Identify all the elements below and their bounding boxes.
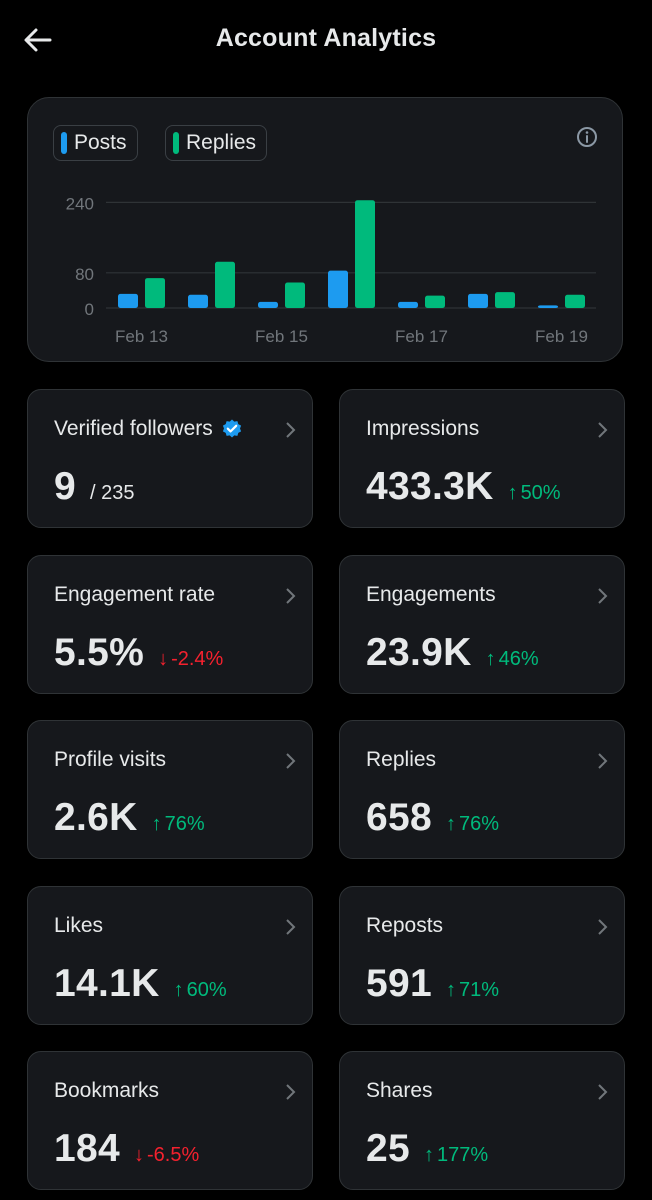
metric-card-profile-visits[interactable]: Profile visits 2.6K ↑ 76% [27, 720, 313, 859]
bar-replies-feb-15[interactable] [285, 282, 305, 308]
metric-card-bookmarks[interactable]: Bookmarks 184 ↓ -6.5% [27, 1051, 313, 1190]
metric-label: Profile visits [54, 748, 167, 771]
metric-value-row: 9 / 235 [54, 465, 134, 509]
metric-card-verified-followers[interactable]: Verified followers 9 / 235 [27, 389, 313, 528]
metric-label: Engagement rate [54, 583, 216, 606]
x-tick-label: Feb 17 [395, 327, 448, 346]
info-icon [577, 127, 597, 147]
top-bar: Account Analytics [0, 0, 652, 82]
chevron-right-icon [598, 753, 608, 769]
posts-swatch [61, 132, 67, 154]
bar-replies-feb-13[interactable] [145, 278, 165, 308]
metric-value: 184 [54, 1127, 120, 1170]
metric-total: / 235 [90, 482, 135, 504]
chevron-right-icon [286, 919, 296, 935]
metric-value: 658 [366, 796, 432, 839]
chevron-right-icon [286, 588, 296, 604]
chevron-right-icon [598, 1084, 608, 1100]
metric-change: ↑ 76% [445, 813, 500, 835]
bar-posts-feb-18[interactable] [468, 293, 488, 308]
metric-label: Engagements [366, 583, 496, 606]
metric-change: ↓ -2.4% [158, 648, 224, 670]
bar-replies-feb-17[interactable] [425, 295, 445, 308]
metric-value: 5.5% [54, 631, 145, 674]
metric-change: ↑ 50% [507, 482, 561, 504]
arrow-left-icon [24, 28, 52, 52]
bar-chart: 0 80 240 Feb 13 Feb 15 Feb 17 Feb 19 [66, 194, 596, 346]
bar-posts-feb-16[interactable] [328, 270, 348, 308]
legend-posts-toggle[interactable]: Posts [53, 125, 138, 161]
metric-change: ↓ -6.5% [133, 1144, 200, 1166]
metric-label: Shares [366, 1079, 433, 1102]
back-button[interactable] [22, 24, 54, 56]
chevron-right-icon [598, 588, 608, 604]
metric-change: ↑ 71% [445, 979, 500, 1001]
bar-posts-feb-17[interactable] [398, 301, 418, 308]
arrow-up-icon: ↑ [445, 813, 456, 835]
metric-value: 25 [366, 1127, 410, 1170]
arrow-up-icon: ↑ [173, 979, 184, 1001]
verified-badge-icon [222, 419, 241, 438]
metric-value: 2.6K [54, 796, 138, 839]
metric-label: Verified followers [54, 417, 213, 440]
metric-card-replies[interactable]: Replies 658 ↑ 76% [339, 720, 625, 859]
bar-replies-feb-19[interactable] [565, 294, 585, 308]
chevron-right-icon [286, 753, 296, 769]
metric-label-row: Verified followers [54, 417, 243, 441]
arrow-up-icon: ↑ [423, 1144, 434, 1166]
arrow-down-icon: ↓ [158, 648, 169, 670]
metric-value: 433.3K [366, 465, 494, 508]
arrow-up-icon: ↑ [507, 482, 518, 504]
metric-change: ↑ 60% [173, 979, 227, 1001]
x-tick-label: Feb 19 [535, 327, 588, 346]
bar-posts-feb-13[interactable] [118, 293, 138, 308]
arrow-up-icon: ↑ [151, 813, 162, 835]
chevron-right-icon [286, 1084, 296, 1100]
metric-label: Bookmarks [54, 1079, 160, 1102]
metric-card-reposts[interactable]: Reposts 591 ↑ 71% [339, 886, 625, 1025]
metric-card-impressions[interactable]: Impressions 433.3K ↑ 50% [339, 389, 625, 528]
metric-card-likes[interactable]: Likes 14.1K ↑ 60% [27, 886, 313, 1025]
metric-label: Reposts [366, 914, 444, 937]
metric-label: Likes [54, 914, 104, 937]
metric-card-engagements[interactable]: Engagements 23.9K ↑ 46% [339, 555, 625, 694]
chevron-right-icon [598, 422, 608, 438]
metric-label: Replies [366, 748, 437, 771]
page-title: Account Analytics [215, 24, 437, 52]
metric-value: 9 [54, 465, 76, 508]
x-tick-label: Feb 13 [115, 327, 168, 346]
chevron-right-icon [286, 422, 296, 438]
arrow-up-icon: ↑ [445, 979, 456, 1001]
metric-card-shares[interactable]: Shares 25 ↑ 177% [339, 1051, 625, 1190]
bar-replies-feb-18[interactable] [495, 292, 515, 308]
bar-posts-feb-19[interactable] [538, 305, 558, 308]
metric-value: 23.9K [366, 631, 472, 674]
legend-replies-label: Replies [186, 131, 257, 154]
bar-replies-feb-14[interactable] [215, 261, 235, 308]
x-tick-label: Feb 15 [255, 327, 308, 346]
metric-change: ↑ 177% [423, 1144, 489, 1166]
metric-card-engagement-rate[interactable]: Engagement rate 5.5% ↓ -2.4% [27, 555, 313, 694]
metric-change: ↑ 46% [485, 648, 539, 670]
y-tick-label: 0 [85, 300, 94, 319]
metric-value: 14.1K [54, 962, 160, 1005]
legend-posts-label: Posts [74, 131, 127, 154]
chevron-right-icon [598, 919, 608, 935]
bar-posts-feb-15[interactable] [258, 301, 278, 308]
metric-change: ↑ 76% [151, 813, 205, 835]
info-button[interactable] [576, 126, 598, 148]
metric-label: Impressions [366, 417, 480, 440]
arrow-up-icon: ↑ [485, 648, 496, 670]
bar-replies-feb-16[interactable] [355, 200, 375, 308]
legend-replies-toggle[interactable]: Replies [165, 125, 268, 161]
chart-card: Posts Replies 0 80 240 Feb 13 Feb 15 Feb 17 Fe… [27, 97, 623, 362]
bar-posts-feb-14[interactable] [188, 294, 208, 308]
replies-swatch [173, 132, 179, 154]
y-tick-label: 80 [75, 265, 94, 284]
metric-value: 591 [366, 962, 432, 1005]
y-tick-label: 240 [66, 194, 94, 213]
arrow-down-icon: ↓ [133, 1144, 144, 1166]
